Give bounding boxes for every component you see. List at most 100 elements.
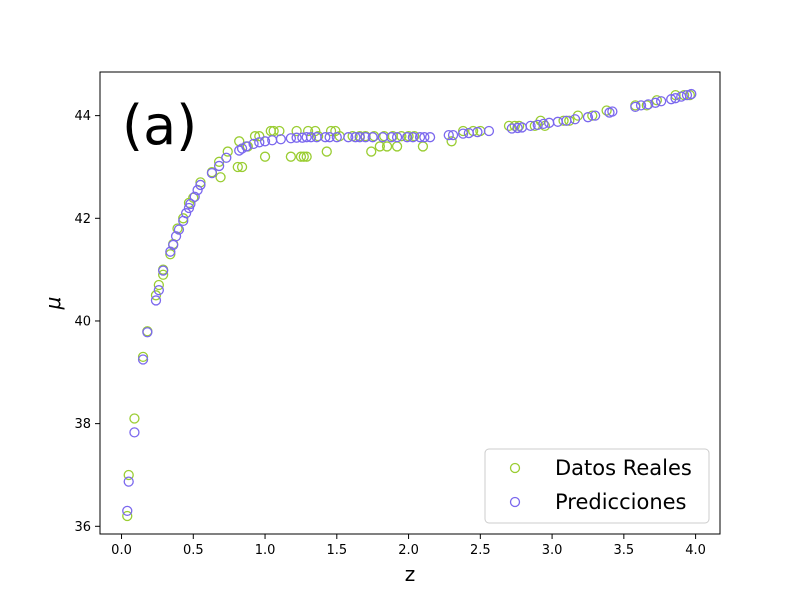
data-point-predicciones <box>305 132 317 143</box>
data-point-datos-reales <box>274 125 285 137</box>
x-tick-label: 3.5 <box>613 543 634 558</box>
data-point-predicciones <box>221 152 232 163</box>
y-axis-label: μ <box>41 297 65 311</box>
x-tick-label: 2.5 <box>470 543 491 558</box>
data-point-datos-reales <box>222 146 233 157</box>
data-point-datos-reales <box>396 131 407 142</box>
legend-marker-datos-reales <box>509 462 521 474</box>
data-point-datos-reales <box>291 125 302 137</box>
x-tick-label: 0.0 <box>111 543 132 558</box>
data-point-predicciones <box>324 132 335 143</box>
data-point-datos-reales <box>366 146 377 157</box>
data-point-predicciones <box>157 265 169 276</box>
data-point-predicciones <box>483 125 495 137</box>
data-point-predicciones <box>275 134 286 145</box>
data-point-datos-reales <box>446 136 457 147</box>
data-point-datos-reales <box>564 115 575 126</box>
data-point-datos-reales <box>391 141 403 152</box>
data-point-datos-reales <box>188 192 199 203</box>
data-point-predicciones <box>681 89 693 101</box>
data-point-datos-reales <box>172 223 183 234</box>
legend: Datos Reales Predicciones <box>484 448 710 524</box>
data-point-predicciones <box>506 123 518 134</box>
data-point-datos-reales <box>301 151 312 162</box>
data-point-datos-reales <box>123 469 134 481</box>
x-tick-label: 0.5 <box>183 543 204 558</box>
data-point-predicciones <box>407 132 419 143</box>
data-point-datos-reales <box>374 141 386 152</box>
data-point-predicciones <box>630 101 641 113</box>
data-point-predicciones <box>150 295 162 306</box>
axes-frame <box>99 71 721 535</box>
data-point-predicciones <box>195 179 206 191</box>
data-point-predicciones <box>686 88 697 100</box>
data-point-predicciones <box>129 427 140 438</box>
y-tick-label: 36 <box>74 520 91 535</box>
data-point-predicciones <box>414 132 426 143</box>
data-point-predicciones <box>589 110 601 121</box>
x-axis-label: z <box>405 562 416 586</box>
x-tick-label: 1.5 <box>326 543 347 558</box>
data-point-datos-reales <box>178 213 189 224</box>
x-tick-label: 1.0 <box>255 543 276 558</box>
data-point-predicciones <box>259 136 271 147</box>
data-point-predicciones <box>391 132 403 143</box>
data-point-predicciones <box>153 285 164 296</box>
data-point-predicciones <box>472 126 483 138</box>
data-point-predicciones <box>656 96 667 107</box>
data-point-datos-reales <box>285 151 297 162</box>
data-point-datos-reales <box>651 95 663 106</box>
data-point-datos-reales <box>325 125 337 137</box>
data-point-predicciones <box>582 112 594 123</box>
data-point-predicciones <box>254 137 265 148</box>
data-point-predicciones <box>552 116 563 127</box>
data-point-datos-reales <box>232 161 243 173</box>
data-point-predicciones <box>248 138 259 150</box>
y-tick-label: 38 <box>74 417 91 432</box>
series-predicciones <box>122 88 697 517</box>
data-point-predicciones <box>532 119 543 131</box>
data-point-predicciones <box>538 118 549 129</box>
data-point-predicciones <box>670 93 681 104</box>
data-point-predicciones <box>650 97 661 108</box>
data-point-predicciones <box>512 122 523 134</box>
data-point-predicciones <box>419 132 430 143</box>
data-point-datos-reales <box>403 131 414 142</box>
data-point-predicciones <box>569 114 581 125</box>
panel-label: (a) <box>122 94 197 157</box>
data-point-predicciones <box>350 132 361 143</box>
data-point-datos-reales <box>417 141 429 152</box>
data-point-datos-reales <box>572 110 584 121</box>
data-point-predicciones <box>666 94 677 105</box>
data-point-predicciones <box>635 100 647 111</box>
data-point-predicciones <box>189 191 200 202</box>
data-point-predicciones <box>401 132 413 143</box>
data-point-datos-reales <box>254 131 265 142</box>
data-point-predicciones <box>424 132 436 143</box>
data-point-datos-reales <box>587 110 598 121</box>
data-point-datos-reales <box>259 151 271 162</box>
data-point-datos-reales <box>137 351 149 363</box>
x-axis-ticks: 0.0 0.5 1.0 1.5 2.0 2.5 3.0 3.5 4.0 <box>111 534 706 558</box>
data-point-datos-reales <box>312 131 324 142</box>
series-datos-reales <box>122 89 696 522</box>
data-point-predicciones <box>331 132 342 143</box>
data-point-datos-reales <box>122 510 133 522</box>
data-point-datos-reales <box>558 115 569 126</box>
data-point-datos-reales <box>295 151 307 162</box>
data-point-datos-reales <box>601 105 612 116</box>
data-point-predicciones <box>301 132 312 143</box>
data-point-predicciones <box>173 224 185 235</box>
data-point-datos-reales <box>321 146 332 157</box>
data-point-datos-reales <box>129 413 140 424</box>
data-point-predicciones <box>213 160 225 172</box>
data-point-predicciones <box>291 132 302 143</box>
data-point-predicciones <box>607 106 618 117</box>
data-point-datos-reales <box>302 125 314 137</box>
data-point-predicciones <box>137 354 149 365</box>
data-point-predicciones <box>285 133 297 144</box>
data-point-predicciones <box>123 476 134 487</box>
data-point-datos-reales <box>215 172 226 183</box>
data-point-predicciones <box>457 128 469 139</box>
